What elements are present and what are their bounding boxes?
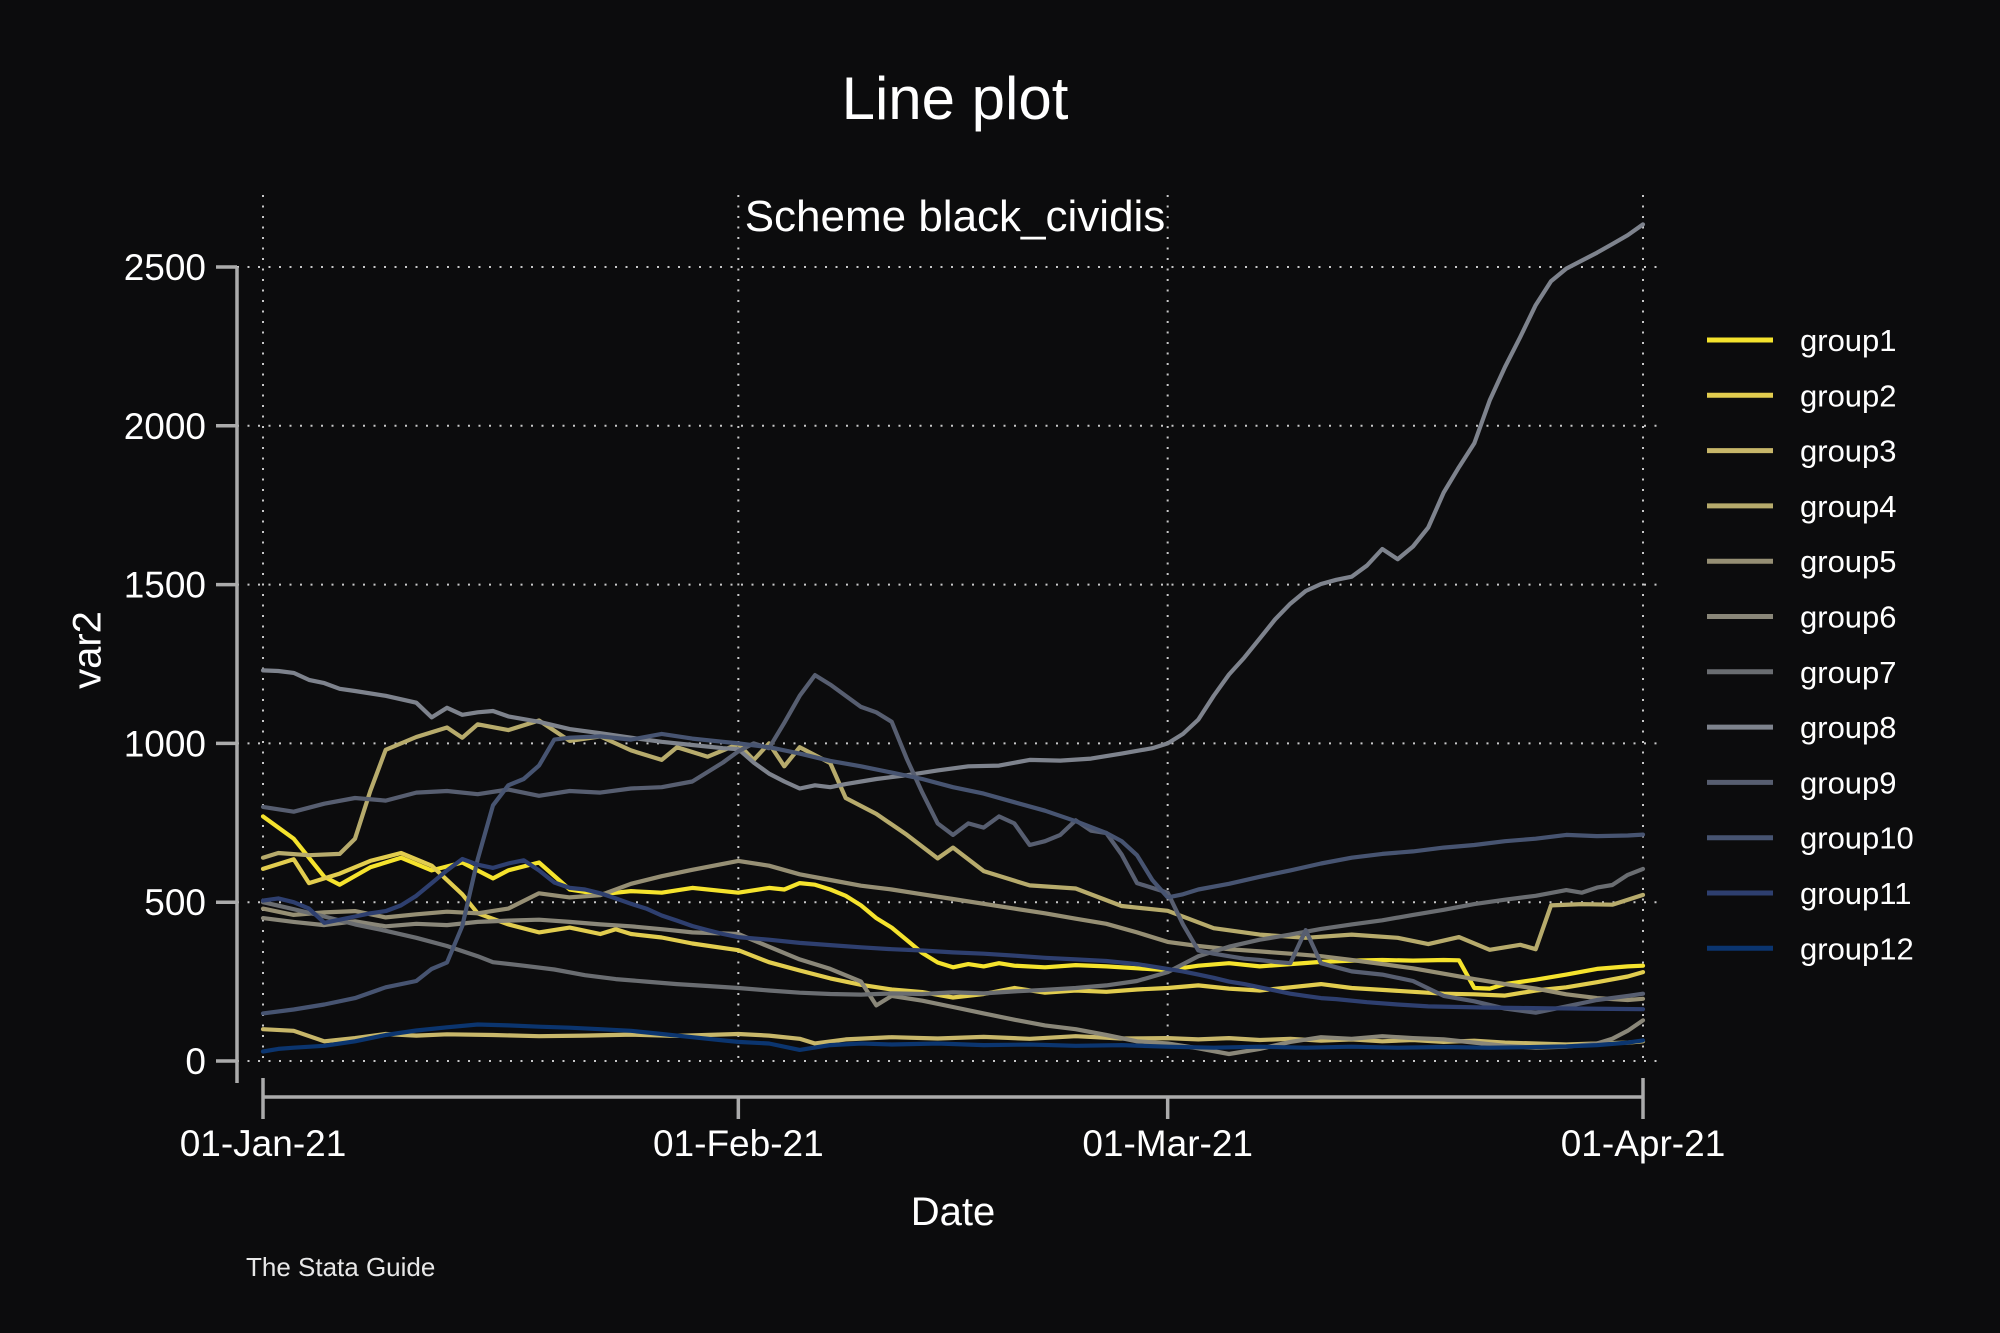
legend-label-group12: group12 — [1800, 931, 1914, 966]
legend-label-group7: group7 — [1800, 655, 1897, 690]
series-line-group10 — [260, 731, 1646, 1016]
series-line-group6 — [260, 915, 1646, 1057]
legend-item-group4: group4 — [1707, 489, 1897, 524]
legend-label-group2: group2 — [1800, 378, 1897, 413]
chart-subtitle: Scheme black_cividis — [744, 192, 1166, 241]
chart-title: Line plot — [841, 65, 1069, 132]
y-tick-label-1500: 1500 — [124, 565, 206, 606]
y-tick-label-2500: 2500 — [124, 247, 206, 288]
series-line-group12 — [260, 1022, 1646, 1054]
x-tick-label-01-Mar-21: 01-Mar-21 — [1082, 1123, 1253, 1164]
series-line-group2 — [260, 850, 1646, 1000]
y-tick-label-1000: 1000 — [124, 723, 206, 764]
legend-item-group6: group6 — [1707, 600, 1897, 635]
legend-item-group10: group10 — [1707, 821, 1914, 856]
watermark: The Stata Guide — [246, 1252, 436, 1282]
legend-item-group9: group9 — [1707, 765, 1897, 800]
legend-label-group11: group11 — [1800, 876, 1911, 911]
legend-label-group9: group9 — [1800, 765, 1897, 800]
legend-label-group6: group6 — [1800, 600, 1897, 635]
legend-label-group10: group10 — [1800, 821, 1914, 856]
y-tick-label-0: 0 — [185, 1041, 206, 1082]
x-tick-label-01-Jan-21: 01-Jan-21 — [180, 1123, 347, 1164]
series-line-group8 — [260, 222, 1646, 791]
legend-label-group4: group4 — [1800, 489, 1897, 524]
legend-item-group1: group1 — [1707, 323, 1897, 358]
legend-item-group11: group11 — [1707, 876, 1911, 911]
legend-item-group7: group7 — [1707, 655, 1897, 690]
legend-label-group1: group1 — [1800, 323, 1897, 358]
legend-item-group3: group3 — [1707, 434, 1897, 469]
series-line-group9 — [260, 672, 1646, 1015]
series-line-group4 — [260, 718, 1646, 952]
legend-label-group8: group8 — [1800, 710, 1897, 745]
legend-item-group12: group12 — [1707, 931, 1914, 966]
legend-label-group3: group3 — [1800, 434, 1897, 469]
series-line-group5 — [260, 858, 1646, 1003]
legend-item-group8: group8 — [1707, 710, 1897, 745]
series-line-group7 — [260, 866, 1646, 997]
legend-label-group5: group5 — [1800, 544, 1897, 579]
x-tick-label-01-Feb-21: 01-Feb-21 — [653, 1123, 824, 1164]
series-line-group1 — [260, 814, 1646, 991]
y-tick-label-500: 500 — [144, 882, 206, 923]
series-line-group11 — [260, 856, 1646, 1012]
x-axis-label: Date — [910, 1190, 996, 1234]
y-tick-label-2000: 2000 — [124, 406, 206, 447]
legend-item-group2: group2 — [1707, 378, 1897, 413]
x-tick-label-01-Apr-21: 01-Apr-21 — [1561, 1123, 1726, 1164]
legend-item-group5: group5 — [1707, 544, 1897, 579]
